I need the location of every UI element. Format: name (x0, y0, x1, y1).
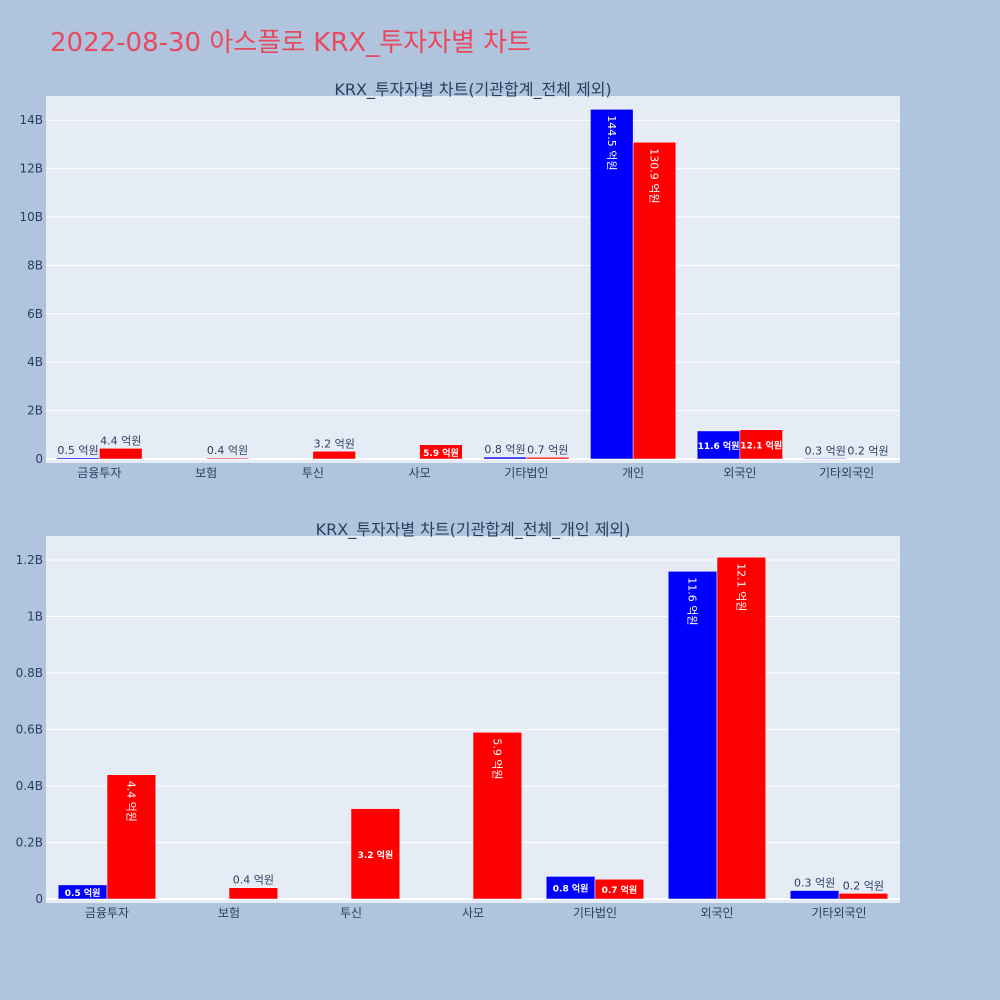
bar (838, 893, 889, 900)
data-label: 3.2 억원 (314, 437, 355, 450)
y-tick-label: 0.2B (16, 836, 43, 850)
y-tick-label: 1B (27, 610, 43, 624)
chart-title: KRX_투자자별 차트(기관합계_전체 제외) (334, 80, 611, 100)
chart-investor-excl-individual: 0 0.2B 0.4B 0.6B 0.8B 1B 1.2B KRX_투자자별 차트(기관합계_… (16, 520, 900, 920)
data-label: 0.7 억원 (602, 884, 638, 896)
plot-area (46, 96, 900, 463)
data-label: 4.4 억원 (124, 781, 137, 822)
bar (106, 774, 157, 900)
data-label: 5.9 억원 (490, 738, 503, 779)
bar (667, 571, 718, 900)
data-label: 0.2 억원 (847, 445, 888, 458)
data-label: 11.6 억원 (686, 577, 699, 625)
x-tick-label: 투신 (302, 466, 324, 480)
x-tick-label: 금융투자 (77, 466, 121, 480)
data-label: 0.3 억원 (805, 444, 846, 457)
x-tick-label: 기타법인 (504, 466, 548, 480)
y-tick-label: 1.2B (16, 553, 43, 567)
y-tick-label: 10B (19, 210, 43, 224)
x-tick-label: 외국인 (723, 466, 756, 480)
data-label: 0.8 억원 (553, 883, 589, 895)
data-label: 0.5 억원 (57, 444, 98, 457)
data-label: 0.3 억원 (794, 877, 835, 890)
x-tick-label: 금융투자 (85, 906, 129, 920)
y-tick-label: 0.8B (16, 666, 43, 680)
y-tick-label: 0 (35, 452, 43, 466)
data-label: 12.1 억원 (740, 439, 782, 451)
y-tick-label: 4B (27, 355, 43, 369)
data-label: 0.2 억원 (843, 879, 884, 892)
x-tick-label: 기타법인 (573, 906, 617, 920)
x-tick-label: 개인 (622, 466, 644, 480)
bar (312, 451, 356, 460)
data-label: 4.4 억원 (100, 434, 141, 447)
x-tick-label: 외국인 (700, 906, 733, 920)
y-tick-label: 8B (27, 258, 43, 272)
page-title: 2022-08-30 아스플로 KRX_투자자별 차트 (50, 28, 532, 58)
x-tick-label: 사모 (462, 906, 484, 920)
data-label: 12.1 억원 (734, 563, 747, 611)
y-tick-label: 12B (19, 162, 43, 176)
data-label: 0.4 억원 (233, 874, 274, 887)
bar (228, 887, 279, 900)
bar (526, 457, 570, 460)
bar (350, 808, 401, 900)
bar (739, 429, 783, 460)
y-tick-label: 2B (27, 404, 43, 418)
y-tick-label: 0.6B (16, 723, 43, 737)
x-tick-label: 사모 (409, 466, 431, 480)
bar (483, 456, 527, 460)
chart-title: KRX_투자자별 차트(기관합계_전체_개인 제외) (316, 520, 631, 540)
bar (803, 458, 847, 460)
x-tick-label: 기타외국인 (811, 906, 866, 920)
y-tick-label: 0.4B (16, 779, 43, 793)
bar (590, 109, 634, 460)
x-tick-label: 보험 (195, 466, 217, 480)
data-label: 0.4 억원 (207, 444, 248, 457)
data-label: 130.9 억원 (647, 148, 660, 203)
data-label: 11.6 억원 (698, 440, 740, 452)
chart-investor-all: 0 2B 4B 6B 8B 10B 12B 14B KRX_투자자별 차트(기관합계_전체 제외… (19, 80, 900, 480)
y-tick-label: 6B (27, 307, 43, 321)
bar (632, 141, 677, 460)
data-label: 0.8 억원 (484, 443, 525, 456)
x-tick-label: 투신 (340, 906, 362, 920)
data-label: 0.5 억원 (65, 887, 101, 899)
bar (56, 457, 100, 460)
bar (472, 732, 523, 900)
bar (789, 890, 840, 900)
y-tick-label: 14B (19, 113, 43, 127)
data-label: 3.2 억원 (358, 849, 394, 861)
data-label: 0.7 억원 (527, 443, 568, 456)
x-tick-label: 보험 (218, 906, 240, 920)
bar (594, 878, 645, 900)
bar (419, 444, 463, 460)
bar (99, 448, 143, 460)
bar (205, 457, 250, 460)
data-label: 5.9 억원 (423, 447, 459, 459)
data-label: 144.5 억원 (605, 115, 618, 170)
x-tick-label: 기타외국인 (819, 466, 874, 480)
y-tick-label: 0 (35, 892, 43, 906)
bar (716, 556, 767, 900)
